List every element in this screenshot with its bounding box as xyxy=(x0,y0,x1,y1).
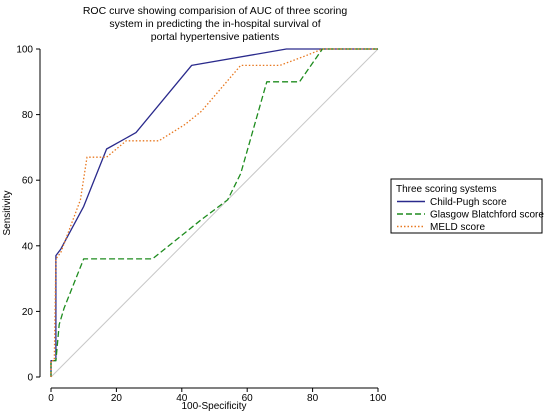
x-axis-ticks: 0 20 40 60 80 100 xyxy=(48,388,387,404)
x-tick-label: 60 xyxy=(242,393,254,404)
chart-title-line-3: portal hypertensive patients xyxy=(151,31,279,43)
y-tick-label: 60 xyxy=(22,176,34,187)
chart-title-line-2: system in predicting the in-hospital sur… xyxy=(109,18,320,30)
y-axis-title: Sensitivity xyxy=(2,190,13,235)
x-axis-title: 100-Specificity xyxy=(181,401,246,412)
legend: Three scoring systems Child-Pugh score Gl… xyxy=(390,178,544,234)
plot-area xyxy=(50,48,379,378)
x-tick-label: 40 xyxy=(176,393,188,404)
y-tick-label: 20 xyxy=(22,307,34,318)
legend-label-child-pugh-score: Child-Pugh score xyxy=(430,197,507,208)
chart-title: ROC curve showing comparision of AUC of … xyxy=(83,5,348,43)
x-tick-label: 0 xyxy=(48,393,54,404)
reference-diagonal-line xyxy=(50,48,379,378)
x-tick-label: 100 xyxy=(370,393,387,404)
x-tick-label: 80 xyxy=(307,393,319,404)
y-tick-label: 0 xyxy=(27,373,33,384)
series-line-meld-score xyxy=(50,48,378,377)
legend-box xyxy=(390,178,543,234)
chart-title-line-1: ROC curve showing comparision of AUC of … xyxy=(83,5,348,17)
legend-title: Three scoring systems xyxy=(396,184,497,195)
y-tick-label: 80 xyxy=(22,110,34,121)
legend-label-glasgow-blatchford-score: Glasgow Blatchford score xyxy=(430,210,544,221)
series-line-glasgow-blatchford-score xyxy=(50,48,378,377)
y-axis-ticks: 0 20 40 60 80 100 xyxy=(16,45,40,384)
x-tick-label: 20 xyxy=(111,393,123,404)
y-tick-label: 100 xyxy=(16,45,33,56)
legend-label-meld-score: MELD score xyxy=(430,222,485,233)
y-tick-label: 40 xyxy=(22,241,34,252)
